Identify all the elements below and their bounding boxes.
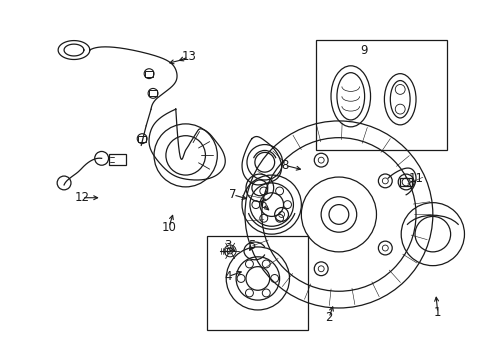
Bar [145, 71, 153, 77]
Bar [207, 236, 307, 330]
Text: 11: 11 [407, 171, 423, 185]
Bar [138, 136, 146, 141]
Text: 8: 8 [280, 159, 287, 172]
Text: 6: 6 [259, 198, 266, 211]
Bar [316, 40, 446, 150]
Text: 4: 4 [224, 270, 231, 283]
Bar [149, 90, 157, 96]
Bar [399, 178, 411, 186]
Text: 7: 7 [229, 188, 236, 201]
Text: 2: 2 [325, 311, 332, 324]
Text: 13: 13 [181, 50, 196, 63]
Text: 12: 12 [74, 191, 89, 204]
Text: 10: 10 [161, 221, 176, 234]
Text: 1: 1 [433, 306, 441, 319]
Text: 3: 3 [224, 239, 231, 252]
Text: 9: 9 [359, 44, 366, 57]
Text: 5: 5 [248, 239, 255, 252]
Bar [108, 154, 126, 165]
